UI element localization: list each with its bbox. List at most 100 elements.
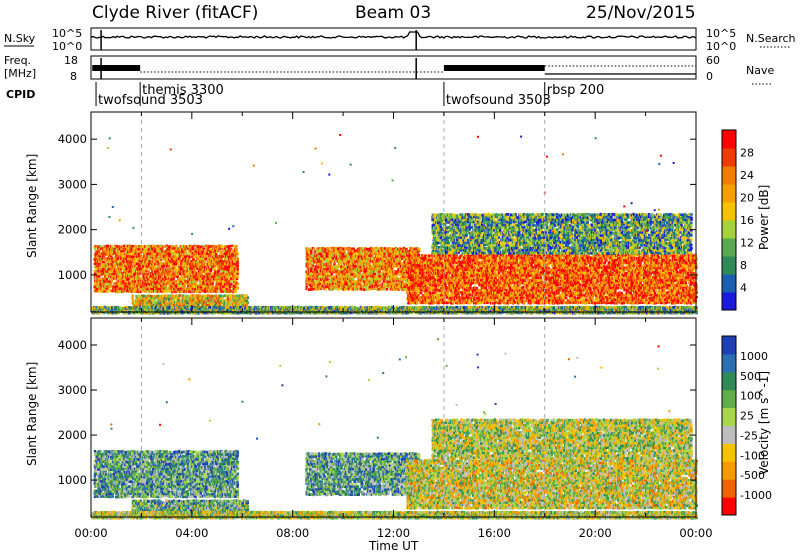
heatmap-cell <box>310 270 312 273</box>
heatmap-cell <box>111 280 113 283</box>
heatmap-cell <box>408 264 410 267</box>
nsky-tick-top: 10^5 <box>52 27 82 40</box>
cpid-label: CPID <box>6 88 35 101</box>
heatmap-cell <box>352 278 354 281</box>
heatmap-cell <box>367 288 369 291</box>
heatmap-cell <box>132 271 134 274</box>
heatmap-cell <box>202 245 204 248</box>
heatmap-cell <box>183 287 185 290</box>
heatmap-cell <box>221 246 223 249</box>
heatmap-cell <box>341 280 343 283</box>
heatmap-cell <box>307 263 309 266</box>
cpid-entry-label: rbsp 200 <box>547 83 605 98</box>
heatmap-cell <box>147 273 149 276</box>
nsearch-tick-top: 10^5 <box>706 27 736 40</box>
heatmap-cell <box>337 247 339 250</box>
heatmap-cell <box>368 263 370 266</box>
heatmap-cell <box>216 290 218 293</box>
heatmap-cell <box>161 250 163 253</box>
heatmap-cell <box>377 268 379 271</box>
heatmap-cell <box>167 290 169 293</box>
heatmap-cell <box>186 253 188 256</box>
nsky-trace <box>91 32 696 38</box>
heatmap-cell <box>157 262 159 265</box>
nave-label: Nave <box>746 64 774 77</box>
heatmap-cell <box>175 245 177 248</box>
heatmap-cell <box>100 285 102 288</box>
beam-title: Beam 03 <box>355 3 431 23</box>
heatmap-cell <box>380 288 382 291</box>
heatmap-cell <box>379 280 381 283</box>
cpid-entry-label: twofsound 3503 <box>446 93 551 108</box>
heatmap-cell <box>212 282 214 285</box>
heatmap-cell <box>236 248 238 251</box>
heatmap-cell <box>403 256 405 259</box>
heatmap-cell <box>118 245 120 248</box>
heatmap-cell <box>230 280 232 283</box>
heatmap-cell <box>407 250 409 253</box>
heatmap-cell <box>210 263 212 266</box>
heatmap-cell <box>134 260 136 263</box>
heatmap-cell <box>158 297 160 300</box>
freq-trace <box>92 58 696 79</box>
heatmap-cell <box>377 283 379 286</box>
heatmap-cell <box>426 301 428 304</box>
heatmap-cell <box>382 266 384 269</box>
heatmap-cell <box>361 281 363 284</box>
heatmap-cell <box>230 283 232 286</box>
heatmap-cell <box>358 256 360 259</box>
heatmap-cell <box>148 297 150 300</box>
heatmap-cell <box>418 248 420 251</box>
heatmap-cell <box>237 283 239 286</box>
heatmap-cell <box>132 295 134 298</box>
heatmap-cell <box>363 288 365 291</box>
heatmap-cell <box>236 253 238 256</box>
heatmap-cell <box>331 260 333 263</box>
heatmap-cell <box>362 247 364 250</box>
heatmap-cell <box>323 266 325 269</box>
heatmap-cell <box>365 286 367 289</box>
heatmap-cell <box>154 299 156 302</box>
nave-tick-bottom: 0 <box>706 70 713 83</box>
heatmap-cell <box>312 278 314 281</box>
heatmap-cell <box>166 287 168 290</box>
heatmap-cell <box>361 253 363 256</box>
freq-block <box>444 65 545 71</box>
heatmap-cell <box>353 248 355 251</box>
heatmap-cell <box>220 295 222 298</box>
heatmap-cell <box>341 261 343 264</box>
heatmap-cell <box>163 265 165 268</box>
heatmap-cell <box>235 290 237 293</box>
freq-panel-frame <box>91 56 696 79</box>
heatmap-cell <box>385 278 387 281</box>
heatmap-cell <box>247 301 249 304</box>
heatmap-cell <box>377 288 379 291</box>
heatmap-cell <box>236 260 238 263</box>
heatmap-cell <box>109 285 111 288</box>
nsky-tick-bottom: 10^0 <box>52 40 82 53</box>
heatmap-cell <box>414 289 416 292</box>
heatmap-cell <box>161 248 163 251</box>
heatmap-cell <box>207 278 209 281</box>
heatmap-cell <box>193 256 195 259</box>
heatmap-cell <box>104 250 106 253</box>
heatmap-cell <box>310 252 312 255</box>
heatmap-cell <box>214 268 216 271</box>
heatmap-cell <box>104 257 106 260</box>
cpid-entry-label: themis 3300 <box>142 83 224 98</box>
freq-tick-top: 18 <box>64 54 78 67</box>
heatmap-cell <box>228 294 230 297</box>
heatmap-cell <box>391 267 393 270</box>
nsearch-tick-bottom: 10^0 <box>706 40 736 53</box>
nsearch-label: N.Search <box>746 32 796 45</box>
heatmap-cell <box>327 248 329 251</box>
heatmap-cell <box>237 258 239 261</box>
heatmap-cell <box>432 299 434 302</box>
heatmap-cell <box>354 263 356 266</box>
heatmap-cell <box>184 285 186 288</box>
heatmap-cell <box>231 245 233 248</box>
heatmap-cell <box>161 275 163 278</box>
heatmap-cell <box>192 248 194 251</box>
